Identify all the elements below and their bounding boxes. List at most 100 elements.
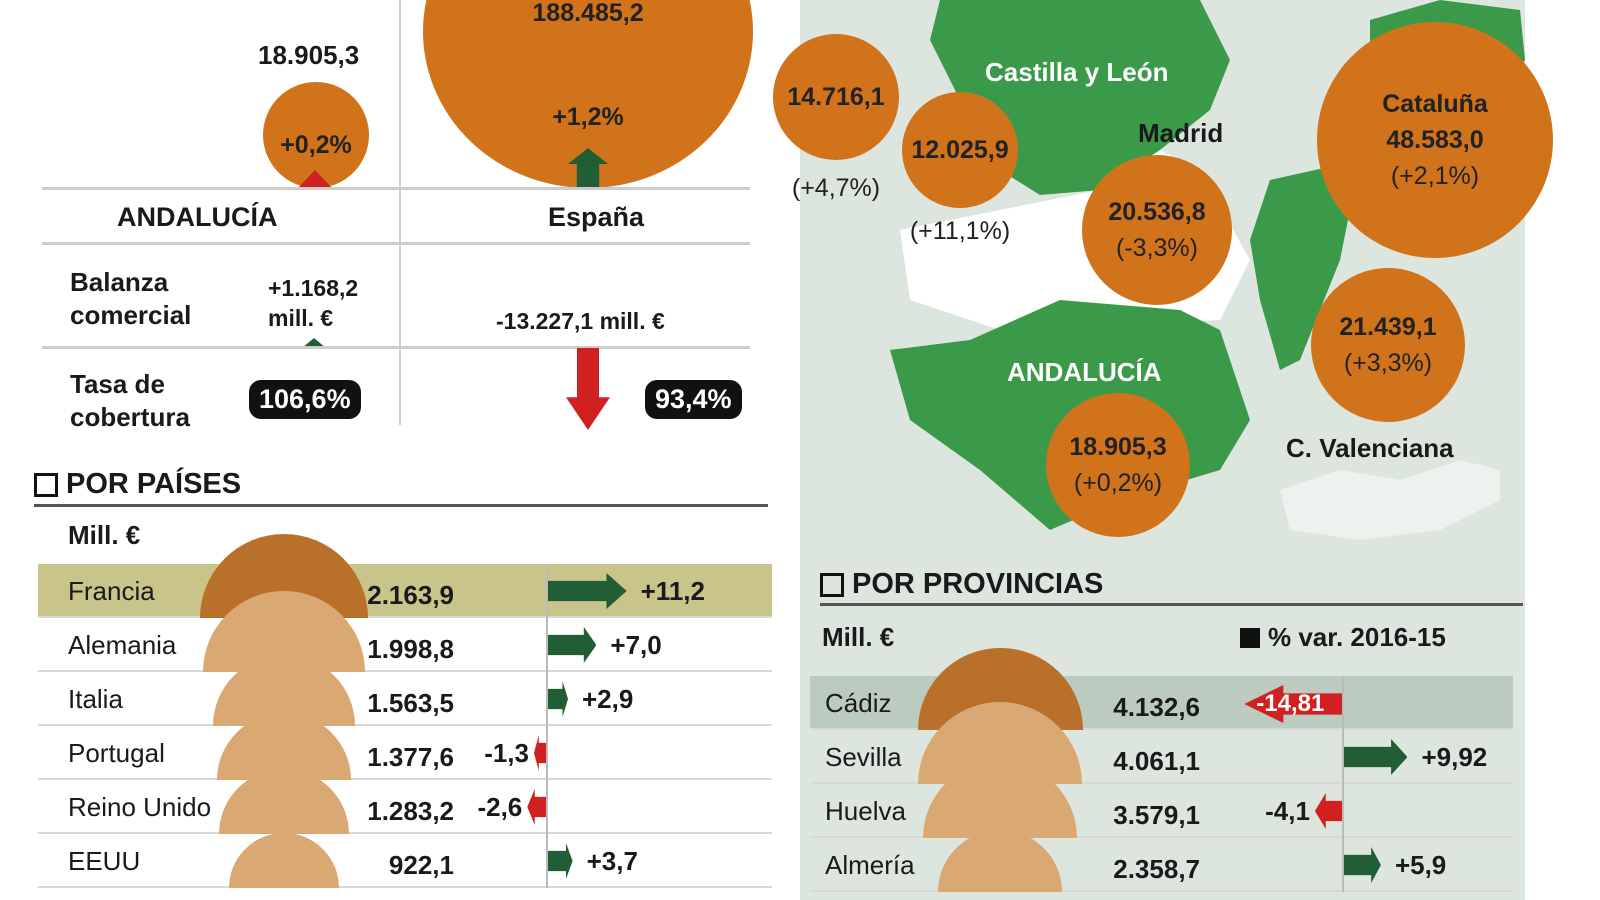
- variation-label: +7,0: [610, 630, 662, 660]
- table-row: Francia 2.163,9 +11,2: [38, 534, 772, 618]
- countries-heading: POR PAÍSES: [34, 468, 241, 501]
- row-value: 1.998,8: [367, 634, 454, 664]
- divider: [42, 346, 750, 349]
- down-arrow-icon: [527, 789, 546, 825]
- variation-label: -4,1: [1265, 796, 1310, 826]
- row-value: 1.283,2: [367, 796, 454, 826]
- square-icon: [820, 572, 844, 597]
- table-row: Huelva 3.579,1 -4,1: [810, 761, 1513, 838]
- row-value: 1.563,5: [367, 688, 454, 718]
- up-arrow-icon: [1342, 739, 1408, 775]
- up-arrow-icon: [546, 627, 597, 663]
- espana-coverage: 93,4%: [645, 380, 742, 419]
- map-label-andalucia: ANDALUCÍA: [1007, 357, 1162, 387]
- axis-line: [546, 564, 548, 888]
- divider: [399, 0, 401, 425]
- region-var: (+4,7%): [791, 174, 881, 202]
- up-arrow-icon: [546, 573, 627, 609]
- table-row: Sevilla 4.061,1 +9,92: [810, 702, 1513, 784]
- row-value: 4.132,6: [1113, 692, 1200, 722]
- table-row: Cádiz 4.132,6 -14,81: [810, 647, 1513, 730]
- variation-label: -14,81: [1256, 690, 1325, 717]
- andalucia-exports: 18.905,3: [258, 40, 360, 70]
- legend-square-icon: [1240, 627, 1260, 648]
- up-arrow-icon: [546, 843, 573, 879]
- row-label: Reino Unido: [68, 792, 212, 822]
- divider: [42, 242, 750, 245]
- provinces-legend: % var. 2016-15: [1240, 622, 1446, 653]
- variation-label: +9,92: [1421, 742, 1488, 772]
- row-value: 3.579,1: [1113, 800, 1200, 830]
- up-arrow-icon: [1342, 847, 1381, 883]
- region-bubble: 20.536,8 (-3,3%): [1082, 155, 1232, 305]
- region-bubble: 18.905,3 (+0,2%): [1046, 393, 1190, 537]
- row-value: 4.061,1: [1113, 746, 1200, 776]
- balance-value: +1.168,2: [268, 275, 359, 301]
- provinces-title: POR PROVINCIAS: [852, 568, 1104, 600]
- region-value: 18.905,3: [1069, 432, 1167, 461]
- down-arrow-icon: [566, 348, 610, 430]
- up-arrow-icon: [546, 681, 568, 717]
- map-label-castilla-leon: Castilla y León: [985, 57, 1169, 87]
- espana-heading: España: [548, 202, 645, 232]
- row-value: 2.358,7: [1113, 854, 1200, 884]
- row-label: Almería: [825, 850, 915, 880]
- table-row: Almería 2.358,7 +5,9: [810, 829, 1513, 892]
- table-row: Italia 1.563,5 +2,9: [38, 654, 772, 726]
- square-icon: [34, 472, 58, 497]
- row-label: Huelva: [825, 796, 906, 826]
- variation-label: +11,2: [640, 576, 705, 606]
- table-row: Portugal 1.377,6 -1,3: [38, 712, 772, 780]
- table-row: Alemania 1.998,8 +7,0: [38, 591, 772, 672]
- espana-exports: 188.485,2: [532, 0, 644, 27]
- row-label: EEUU: [68, 846, 141, 876]
- divider: [820, 603, 1523, 606]
- andalucia-bubble: +0,2%: [263, 82, 369, 188]
- variation-label: +2,9: [582, 684, 634, 714]
- legend-label: % var. 2016-15: [1268, 622, 1446, 652]
- region-var: (+0,2%): [1073, 469, 1163, 497]
- balance-unit: mill. €: [268, 304, 334, 331]
- row-label: Alemania: [68, 630, 177, 660]
- region-var: (-3,3%): [1116, 234, 1198, 262]
- row-label: Italia: [68, 684, 123, 714]
- region-var: (+2,1%): [1390, 162, 1480, 191]
- andalucia-balance: +1.168,2 mill. €: [268, 274, 358, 334]
- espana-var: +1,2%: [552, 103, 624, 132]
- axis-line: [1342, 676, 1344, 892]
- region-var: (+11,1%): [909, 217, 1011, 245]
- variation-label: -1,3: [484, 738, 529, 768]
- variation-label: +5,9: [1394, 850, 1447, 880]
- region-value: 14.716,1: [787, 82, 885, 111]
- espana-balance: -13.227,1 mill. €: [496, 308, 665, 334]
- region-value: 21.439,1: [1339, 312, 1437, 341]
- canary-islands: [1280, 460, 1500, 540]
- balance-label: Balanza comercial: [70, 267, 192, 330]
- map-label-valenciana: C. Valenciana: [1286, 433, 1454, 463]
- row-value: 2.163,9: [367, 580, 454, 610]
- row-value: 922,1: [388, 850, 454, 880]
- divider: [42, 187, 750, 190]
- region-value: 20.536,8: [1108, 197, 1206, 226]
- down-arrow-icon: [534, 735, 546, 771]
- provinces-heading: POR PROVINCIAS: [820, 568, 1103, 601]
- table-row: Reino Unido 1.283,2 -2,6: [38, 769, 772, 834]
- row-value: 1.377,6: [367, 742, 454, 772]
- row-label: Francia: [68, 576, 155, 606]
- region-value: 12.025,9: [911, 135, 1009, 164]
- region-valenciana: [1250, 160, 1360, 370]
- countries-title: POR PAÍSES: [66, 468, 242, 500]
- region-name: Cataluña: [1382, 89, 1488, 118]
- region-bubble: Cataluña 48.583,0 (+2,1%): [1317, 22, 1553, 258]
- region-var: (+3,3%): [1343, 349, 1433, 377]
- region-value: 48.583,0: [1386, 125, 1484, 154]
- row-label: Portugal: [68, 738, 165, 768]
- table-row: EEUU 922,1 +3,7: [38, 833, 772, 888]
- countries-unit: Mill. €: [68, 520, 141, 550]
- andalucia-coverage: 106,6%: [249, 380, 361, 419]
- variation-label: -2,6: [477, 792, 523, 822]
- provinces-unit: Mill. €: [822, 622, 895, 652]
- region-bubble: 14.716,1 (+4,7%): [773, 34, 899, 202]
- variation-label: +3,7: [586, 846, 638, 876]
- andalucia-heading: ANDALUCÍA: [117, 202, 278, 232]
